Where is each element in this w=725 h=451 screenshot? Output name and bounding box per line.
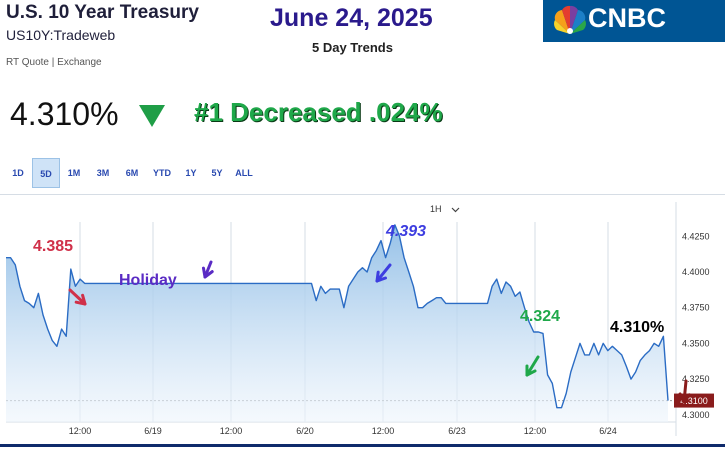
divider <box>0 194 725 195</box>
series-area <box>6 224 668 422</box>
x-tick-label: 6/19 <box>144 426 162 436</box>
logo-text: CNBC <box>588 3 666 33</box>
range-3m[interactable]: 3M <box>96 168 110 178</box>
arrow-down-right-icon <box>68 288 87 306</box>
arrow-head <box>678 392 691 404</box>
arrow-head <box>74 293 87 306</box>
x-tick-label: 6/23 <box>448 426 466 436</box>
range-1d[interactable]: 1D <box>12 168 24 178</box>
arrow-head <box>375 270 387 283</box>
y-tick-label: 4.3750 <box>682 303 710 313</box>
interval-selector[interactable]: 1H <box>430 204 442 214</box>
y-tick-label: 4.3500 <box>682 338 710 348</box>
annotation-label: 4.385 <box>33 238 73 255</box>
headline-change: #1 Decreased .024% <box>194 97 443 127</box>
arrow-down-left-icon <box>525 355 540 377</box>
footer-rule <box>0 444 725 447</box>
arrow-shaft <box>375 263 392 283</box>
current-value-label: 4.3100 <box>680 396 708 406</box>
arrow-down-icon <box>201 260 214 279</box>
arrow-down-left-icon <box>375 263 392 283</box>
y-tick-label: 4.4250 <box>682 231 710 241</box>
x-tick-label: 12:00 <box>220 426 243 436</box>
y-tick-label: 4.3000 <box>682 410 710 420</box>
x-tick-label: 6/20 <box>296 426 314 436</box>
range-1m[interactable]: 1M <box>67 168 81 178</box>
range-5y[interactable]: 5Y <box>211 168 223 178</box>
current-yield: 4.310% <box>10 96 119 132</box>
series-line <box>6 224 669 409</box>
range-ytd[interactable]: YTD <box>153 168 171 178</box>
x-tick-label: 12:00 <box>372 426 395 436</box>
range-6m[interactable]: 6M <box>125 168 139 178</box>
arrow-head <box>201 266 214 279</box>
peacock-icon <box>554 5 586 35</box>
arrow-shaft <box>525 355 540 377</box>
chevron-down-icon[interactable] <box>451 205 460 214</box>
annotation-label: 4.324 <box>520 308 560 325</box>
triangle-down-icon <box>139 105 165 127</box>
range-all[interactable]: ALL <box>235 168 253 178</box>
x-tick-label: 12:00 <box>524 426 547 436</box>
annotation-label: 4.393 <box>385 223 426 240</box>
y-tick-label: 4.4000 <box>682 267 710 277</box>
x-tick-label: 12:00 <box>69 426 92 436</box>
arrow-down-icon <box>678 379 691 404</box>
arrow-shaft <box>68 288 87 306</box>
arrow-head <box>525 364 537 377</box>
headline-subtitle: 5 Day Trends <box>312 40 393 55</box>
instrument-symbol: US10Y:Tradeweb <box>6 27 116 43</box>
range-5d[interactable]: 5D <box>32 158 60 188</box>
instrument-title: U.S. 10 Year Treasury <box>6 2 199 23</box>
y-tick-label: 4.3250 <box>682 374 710 384</box>
range-1y[interactable]: 1Y <box>185 168 197 178</box>
cnbc-logo: CNBC <box>543 0 725 42</box>
x-tick-label: 6/24 <box>599 426 617 436</box>
headline-date: June 24, 2025 <box>270 4 433 32</box>
arrow-shaft <box>682 379 688 404</box>
quote-type-label: RT Quote | Exchange <box>6 57 102 68</box>
annotation-label: Holiday <box>119 272 177 289</box>
annotation-label: 4.310% <box>610 319 664 336</box>
